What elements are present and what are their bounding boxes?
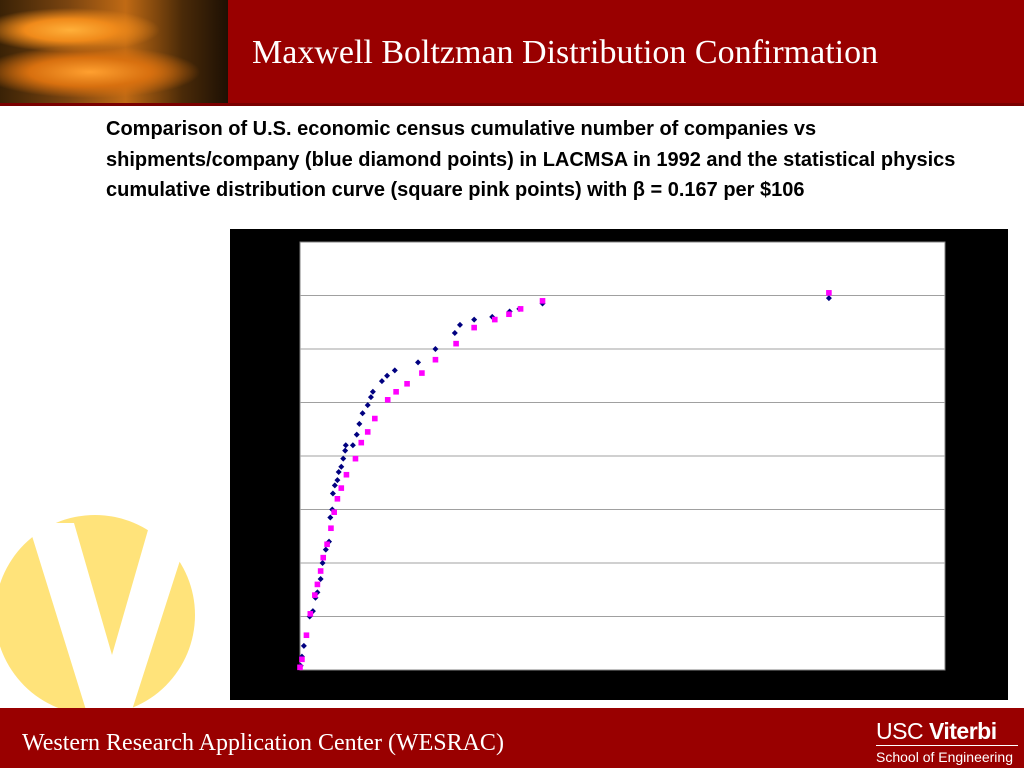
census-diamond-point: [322, 546, 329, 553]
census-diamond-point: [451, 329, 458, 336]
physics-square-point: [506, 311, 512, 318]
census-diamond-point: [353, 431, 360, 438]
census-diamond-point: [327, 514, 334, 521]
usc-wordmark: USC: [876, 718, 924, 744]
slide-header: Maxwell Boltzman Distribution Confirmati…: [0, 0, 1024, 103]
physics-square-point: [334, 496, 341, 502]
census-diamond-point: [456, 321, 463, 328]
slide-title: Maxwell Boltzman Distribution Confirmati…: [252, 34, 879, 71]
physics-square-point: [826, 290, 832, 296]
physics-square-point: [338, 485, 345, 491]
physics-square-point: [343, 471, 350, 478]
chart-caption: Comparison of U.S. economic census cumul…: [106, 118, 956, 201]
header-divider: [0, 103, 1024, 106]
physics-square-point: [393, 389, 399, 395]
census-diamond-point: [338, 463, 345, 470]
census-diamond-point: [359, 410, 366, 417]
physics-square-point: [314, 581, 321, 588]
census-diamond-point: [471, 316, 478, 323]
physics-square-point: [453, 340, 459, 347]
census-diamond-point: [367, 394, 374, 401]
census-diamond-point: [342, 442, 349, 449]
viterbi-v-logo-icon: [0, 515, 195, 715]
physics-square-point: [331, 509, 337, 515]
census-diamond-point: [329, 490, 336, 497]
physics-square-point: [358, 439, 365, 446]
school-of-engineering-label: School of Engineering: [876, 749, 1013, 765]
census-diamond-point: [340, 455, 347, 462]
census-diamond-point: [319, 560, 326, 566]
census-diamond-point: [825, 295, 832, 302]
physics-square-point: [491, 316, 498, 323]
usc-viterbi-logo: USC Viterbi School of Engineering: [866, 712, 1024, 768]
physics-square-point: [432, 356, 439, 363]
physics-square-point: [324, 541, 330, 548]
census-diamond-point: [300, 642, 307, 649]
physics-square-point: [419, 370, 425, 376]
physics-square-point: [404, 380, 410, 387]
physics-square-point: [297, 664, 303, 671]
physics-square-point: [471, 324, 477, 331]
physics-square-point: [307, 611, 314, 617]
physics-square-point: [317, 568, 324, 574]
physics-square-point: [303, 632, 310, 639]
census-diamond-point: [432, 346, 439, 352]
footer-text: Western Research Application Center (WES…: [22, 730, 504, 756]
physics-series: [297, 290, 832, 671]
census-diamond-point: [335, 469, 342, 476]
census-diamond-point: [334, 477, 341, 484]
census-diamond-point: [342, 447, 349, 454]
physics-square-point: [312, 592, 318, 598]
physics-square-point: [517, 306, 524, 312]
header-photo-image: [0, 0, 228, 103]
census-diamond-point: [364, 402, 371, 409]
census-diamond-point: [378, 378, 385, 385]
census-diamond-point: [391, 367, 398, 374]
physics-square-point: [320, 554, 327, 561]
slide-footer: Western Research Application Center (WES…: [0, 708, 1024, 768]
census-diamond-point: [384, 372, 391, 379]
census-diamond-point: [349, 442, 356, 449]
physics-square-point: [328, 525, 334, 532]
scatter-chart: [297, 241, 946, 671]
census-diamond-point: [415, 359, 422, 366]
series-layer: [297, 290, 832, 671]
chart-frame: [230, 229, 1008, 700]
physics-square-point: [352, 455, 359, 462]
gridlines: [300, 295, 945, 617]
logo-divider: [876, 745, 1018, 746]
census-diamond-point: [356, 420, 363, 427]
census-diamond-point: [317, 576, 324, 583]
physics-square-point: [299, 656, 305, 663]
usc-viterbi-wordmark: USC Viterbi: [876, 718, 997, 745]
physics-square-point: [364, 429, 371, 435]
physics-square-point: [372, 415, 378, 422]
physics-square-point: [539, 298, 546, 304]
physics-square-point: [384, 397, 391, 403]
viterbi-wordmark: Viterbi: [928, 718, 997, 744]
census-diamond-point: [331, 482, 338, 489]
census-diamond-point: [369, 388, 376, 395]
